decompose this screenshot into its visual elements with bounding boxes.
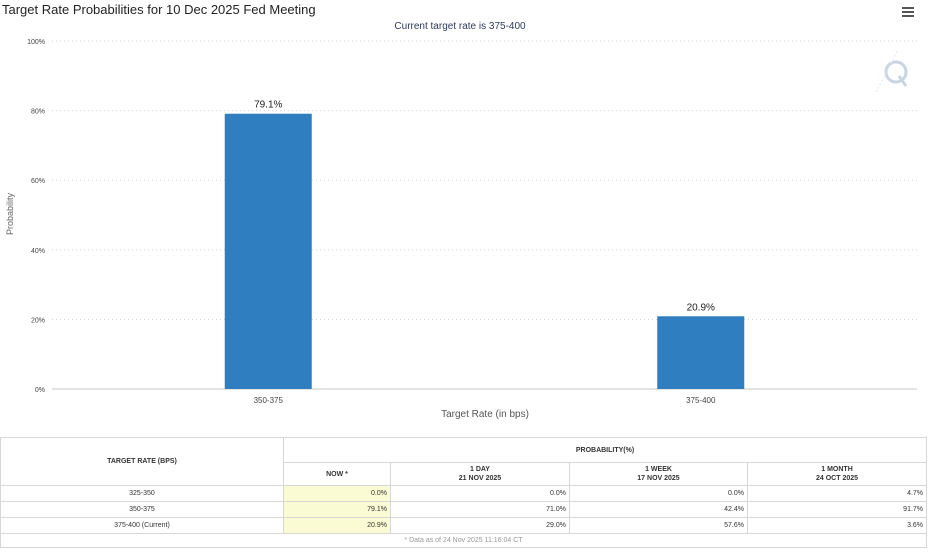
target-rate-cell: 350-375 [0,501,284,518]
column-header-date: 17 NOV 2025 [637,475,680,482]
probability-cell: 0.0% [569,485,748,502]
target-rate-cell: 375-400 (Current) [0,517,284,534]
data-timestamp-footnote: * Data as of 24 Nov 2025 11:16:04 CT [0,533,928,548]
probability-cell: 42.4% [569,501,748,518]
probability-cell: 57.6% [569,517,748,534]
gridlines [52,40,917,320]
chart-title: Target Rate Probabilities for 10 Dec 202… [2,2,316,17]
bar-375-400[interactable] [657,316,745,389]
probability-cell: 4.7% [746,485,928,502]
probability-cell: 79.1% [283,501,391,518]
y-tick-label: 100% [27,39,45,46]
y-tick-label: 80% [31,109,45,116]
y-tick-label: 40% [31,248,45,255]
y-tick-label: 0% [35,387,45,394]
probability-cell: 91.7% [746,501,928,518]
column-header-period: 1 DAY [470,466,490,473]
data-label: 20.9% [687,302,715,313]
probability-cell: 0.0% [390,485,570,502]
y-axis-title: Probability [5,192,15,235]
x-tick-label: 375-400 [686,396,716,405]
x-tick-label: 350-375 [254,396,284,405]
column-header: 1 DAY 21 NOV 2025 [390,462,570,486]
column-header: NOW * [283,462,391,486]
column-header: 1 MONTH 24 OCT 2025 [746,462,928,486]
table-row: 325-350 0.0% 0.0% 0.0% 4.7% [0,485,928,502]
table-row: 350-375 79.1% 71.0% 42.4% 91.7% [0,501,928,518]
q-watermark-icon [875,49,908,93]
target-rate-header: TARGET RATE (BPS) [0,437,284,486]
hamburger-menu-icon[interactable] [899,3,917,19]
probability-cell: 0.0% [283,485,391,502]
probability-cell: 3.6% [746,517,928,534]
probability-table: TARGET RATE (BPS) PROBABILITY(%) NOW * 1 … [0,437,928,548]
column-header-date: 24 OCT 2025 [816,475,859,482]
column-header-period: 1 WEEK [645,466,672,473]
y-axis: 0% 20% 40% 60% 80% 100% [27,39,45,394]
bar-chart: Current target rate is 375-400 0% 20% 40% 6… [5,21,917,420]
probability-cell: 71.0% [390,501,570,518]
x-axis: 350-375 375-400 [254,396,716,405]
bar-350-375[interactable] [224,113,312,390]
bars: 79.1% 20.9% [224,100,745,390]
y-tick-label: 60% [31,178,45,185]
column-header-period: 1 MONTH [821,466,853,473]
probability-cell: 29.0% [390,517,570,534]
chart-subtitle: Current target rate is 375-400 [394,21,526,32]
probability-cell: 20.9% [283,517,391,534]
y-tick-label: 20% [31,317,45,324]
column-header: 1 WEEK 17 NOV 2025 [569,462,748,486]
x-axis-title: Target Rate (in bps) [441,409,529,420]
target-rate-cell: 325-350 [0,485,284,502]
table-row: 375-400 (Current) 20.9% 29.0% 57.6% 3.6% [0,517,928,534]
column-header-date: 21 NOV 2025 [458,475,502,482]
column-header-period: NOW * [326,470,348,478]
probability-header: PROBABILITY(%) [282,437,928,463]
data-label: 79.1% [254,100,282,111]
